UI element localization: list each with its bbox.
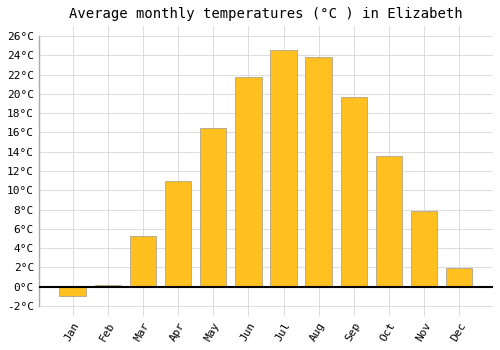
Bar <box>165 181 191 287</box>
Bar <box>235 77 262 287</box>
Bar <box>306 57 332 287</box>
Bar <box>446 268 472 287</box>
Bar <box>60 287 86 296</box>
Bar <box>340 97 367 287</box>
Bar <box>130 236 156 287</box>
Bar <box>376 156 402 287</box>
Bar <box>200 127 226 287</box>
Title: Average monthly temperatures (°C ) in Elizabeth: Average monthly temperatures (°C ) in El… <box>69 7 462 21</box>
Bar <box>411 210 438 287</box>
Bar <box>94 285 121 287</box>
Bar <box>270 50 296 287</box>
